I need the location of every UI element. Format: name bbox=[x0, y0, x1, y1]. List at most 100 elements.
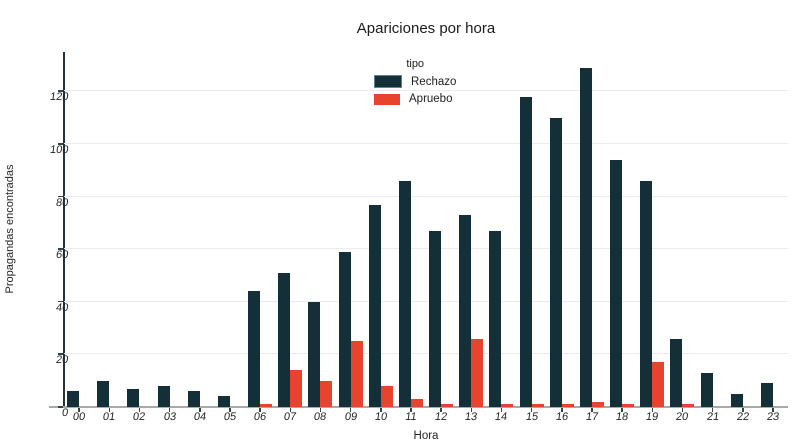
bar-rechazo-05 bbox=[217, 396, 230, 407]
xtick-label-10: 10 bbox=[373, 411, 388, 423]
bar-rechazo-14 bbox=[489, 230, 502, 407]
ytick-label-0: 0 bbox=[61, 407, 69, 419]
bar-apruebo-14 bbox=[501, 404, 514, 407]
xtick-label-06: 06 bbox=[253, 411, 268, 423]
ytick-label-60: 60 bbox=[54, 249, 69, 262]
bar-rechazo-06 bbox=[248, 291, 261, 407]
bar-rechazo-17 bbox=[579, 67, 592, 407]
ytick-mark-80 bbox=[58, 195, 63, 198]
xtick-mark-12 bbox=[440, 408, 442, 412]
bar-apruebo-08 bbox=[320, 380, 333, 407]
xtick-mark-08 bbox=[319, 408, 322, 412]
xtick-label-17: 17 bbox=[584, 411, 599, 423]
legend-title: tipo bbox=[406, 58, 425, 70]
bar-apruebo-19 bbox=[652, 362, 665, 407]
ytick-label-100: 100 bbox=[48, 144, 69, 157]
xtick-mark-21 bbox=[711, 408, 714, 412]
bar-rechazo-23 bbox=[760, 383, 773, 407]
ytick-label-120: 120 bbox=[48, 91, 69, 104]
xtick-label-07: 07 bbox=[283, 411, 298, 423]
gridline-80 bbox=[64, 195, 788, 197]
xtick-mark-18 bbox=[621, 408, 623, 412]
xtick-mark-07 bbox=[289, 408, 291, 412]
gridline-40 bbox=[64, 300, 788, 302]
legend-item-apruebo: Apruebo bbox=[374, 93, 456, 105]
bar-rechazo-20 bbox=[670, 338, 683, 407]
legend-item-rechazo: Rechazo bbox=[374, 75, 456, 88]
bar-rechazo-00 bbox=[67, 391, 80, 407]
gridline-100 bbox=[64, 143, 788, 145]
xtick-label-19: 19 bbox=[645, 411, 660, 423]
xtick-label-16: 16 bbox=[554, 411, 569, 423]
y-axis-spine bbox=[63, 52, 65, 407]
xtick-mark-14 bbox=[500, 408, 503, 412]
ytick-mark-60 bbox=[58, 248, 63, 250]
xtick-label-13: 13 bbox=[464, 411, 479, 423]
bar-apruebo-09 bbox=[350, 341, 363, 407]
gridline-20 bbox=[64, 353, 788, 355]
xtick-label-02: 02 bbox=[132, 411, 147, 423]
xtick-label-15: 15 bbox=[524, 411, 539, 423]
bar-apruebo-12 bbox=[441, 404, 454, 407]
ytick-label-80: 80 bbox=[54, 196, 69, 209]
bar-apruebo-15 bbox=[531, 404, 544, 407]
xtick-label-01: 01 bbox=[102, 411, 117, 423]
bar-rechazo-12 bbox=[429, 230, 442, 407]
xtick-label-04: 04 bbox=[192, 411, 207, 423]
xtick-label-11: 11 bbox=[404, 411, 418, 423]
xtick-mark-00 bbox=[78, 408, 80, 412]
gridline-60 bbox=[64, 248, 788, 250]
xtick-mark-03 bbox=[168, 408, 171, 412]
legend-label-rechazo: Rechazo bbox=[411, 75, 457, 88]
xtick-label-14: 14 bbox=[494, 411, 509, 423]
xtick-mark-23 bbox=[772, 408, 774, 412]
bar-rechazo-10 bbox=[368, 204, 381, 407]
bar-rechazo-13 bbox=[459, 215, 472, 407]
bar-rechazo-15 bbox=[519, 96, 532, 407]
bar-rechazo-02 bbox=[127, 388, 140, 407]
gridline-120 bbox=[64, 90, 788, 92]
xtick-mark-09 bbox=[349, 408, 352, 412]
legend-label-apruebo: Apruebo bbox=[409, 93, 453, 105]
bar-apruebo-10 bbox=[380, 385, 393, 407]
xtick-label-09: 09 bbox=[343, 411, 358, 423]
xtick-mark-05 bbox=[229, 408, 231, 412]
bar-apruebo-11 bbox=[410, 399, 423, 407]
xtick-label-18: 18 bbox=[615, 411, 630, 423]
bar-rechazo-04 bbox=[187, 391, 200, 407]
bar-apruebo-06 bbox=[260, 404, 273, 407]
xtick-label-22: 22 bbox=[735, 411, 750, 423]
bar-rechazo-03 bbox=[157, 385, 170, 407]
xtick-mark-02 bbox=[138, 408, 141, 412]
xtick-label-21: 21 bbox=[705, 411, 720, 423]
xtick-label-12: 12 bbox=[434, 411, 449, 423]
xtick-mark-20 bbox=[681, 408, 684, 412]
bar-apruebo-17 bbox=[591, 401, 604, 407]
xtick-label-00: 00 bbox=[72, 411, 87, 423]
bar-rechazo-08 bbox=[308, 301, 321, 407]
xtick-mark-04 bbox=[199, 408, 201, 412]
ytick-mark-120 bbox=[58, 90, 63, 92]
xtick-mark-11 bbox=[410, 408, 412, 412]
bar-rechazo-18 bbox=[610, 159, 623, 407]
bar-apruebo-20 bbox=[682, 404, 695, 407]
bar-rechazo-11 bbox=[398, 180, 411, 407]
xtick-mark-13 bbox=[470, 408, 472, 412]
xtick-mark-01 bbox=[108, 408, 110, 412]
bar-rechazo-16 bbox=[549, 117, 562, 407]
xtick-mark-22 bbox=[742, 408, 744, 412]
x-axis-label: Hora bbox=[413, 430, 439, 442]
xtick-mark-19 bbox=[651, 408, 653, 412]
legend-swatch-apruebo bbox=[374, 93, 400, 105]
ytick-mark-20 bbox=[58, 353, 63, 355]
ytick-mark-0 bbox=[58, 406, 63, 408]
xtick-label-05: 05 bbox=[222, 411, 237, 423]
xtick-label-08: 08 bbox=[313, 411, 328, 423]
xtick-label-03: 03 bbox=[162, 411, 177, 423]
ytick-mark-100 bbox=[58, 143, 63, 145]
bar-rechazo-09 bbox=[338, 251, 351, 407]
bar-apruebo-07 bbox=[290, 370, 303, 407]
bar-rechazo-21 bbox=[700, 372, 713, 407]
xtick-mark-06 bbox=[259, 408, 261, 412]
